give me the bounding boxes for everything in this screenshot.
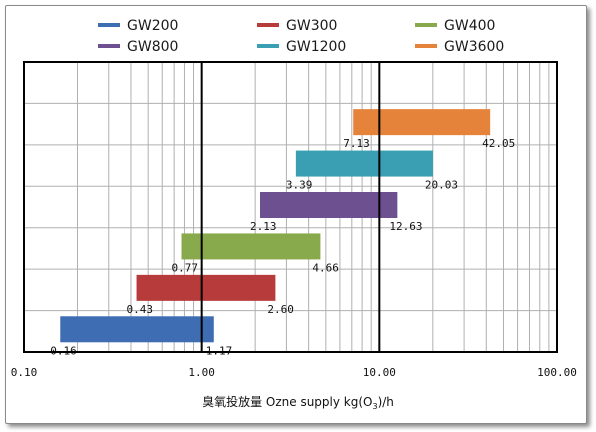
- min-label-gw400: 0.77: [171, 261, 198, 274]
- legend-label-gw1200: GW1200: [286, 39, 346, 55]
- plot-border: [23, 61, 558, 353]
- x-tick-label: 1.00: [188, 366, 215, 379]
- max-label-gw300: 2.60: [267, 303, 294, 316]
- min-label-gw3600: 7.13: [343, 137, 370, 150]
- plot-area: 0.16 1.17 0.43 2.60 0.77 4.66 2.13 12.63 3.39 20.…: [23, 61, 558, 357]
- legend-label-gw300: GW300: [286, 18, 337, 34]
- max-label-gw800: 12.63: [389, 220, 422, 233]
- x-tick-label: 0.10: [11, 366, 38, 379]
- min-label-gw300: 0.43: [127, 303, 154, 316]
- min-label-gw800: 2.13: [250, 220, 277, 233]
- max-label-gw1200: 20.03: [425, 179, 458, 192]
- range-bar-gw1200: [295, 150, 433, 177]
- x-axis-label-subscript: 3: [372, 402, 377, 411]
- x-tick-label: 100.00: [537, 366, 577, 379]
- x-axis-ticks: 0.10 1.00 10.00 100.00: [11, 366, 577, 379]
- legend-label-gw3600: GW3600: [444, 39, 504, 55]
- x-axis-label-main: 臭氧投放量 Ozne supply kg(O: [202, 394, 372, 409]
- legend: GW200 GW300 GW400 GW800 GW1200 GW3600: [98, 18, 504, 55]
- range-bar-gw200: [60, 316, 214, 343]
- min-label-gw1200: 3.39: [286, 179, 313, 192]
- max-label-gw200: 1.17: [206, 344, 233, 357]
- range-bar-gw800: [260, 192, 398, 218]
- min-label-gw200: 0.16: [50, 344, 77, 357]
- max-label-gw3600: 42.05: [482, 137, 515, 150]
- x-tick-label: 10.00: [363, 366, 396, 379]
- range-bar-gw300: [136, 274, 276, 301]
- range-bar-gw3600: [353, 109, 491, 136]
- max-label-gw400: 4.66: [312, 261, 339, 274]
- legend-label-gw800: GW800: [127, 39, 178, 55]
- legend-label-gw200: GW200: [127, 18, 178, 34]
- range-bar-gw400: [181, 233, 321, 260]
- x-axis-label: 臭氧投放量 Ozne supply kg(O3)/h: [202, 394, 394, 411]
- x-axis-label-suffix: )/h: [378, 395, 394, 409]
- legend-label-gw400: GW400: [444, 18, 495, 34]
